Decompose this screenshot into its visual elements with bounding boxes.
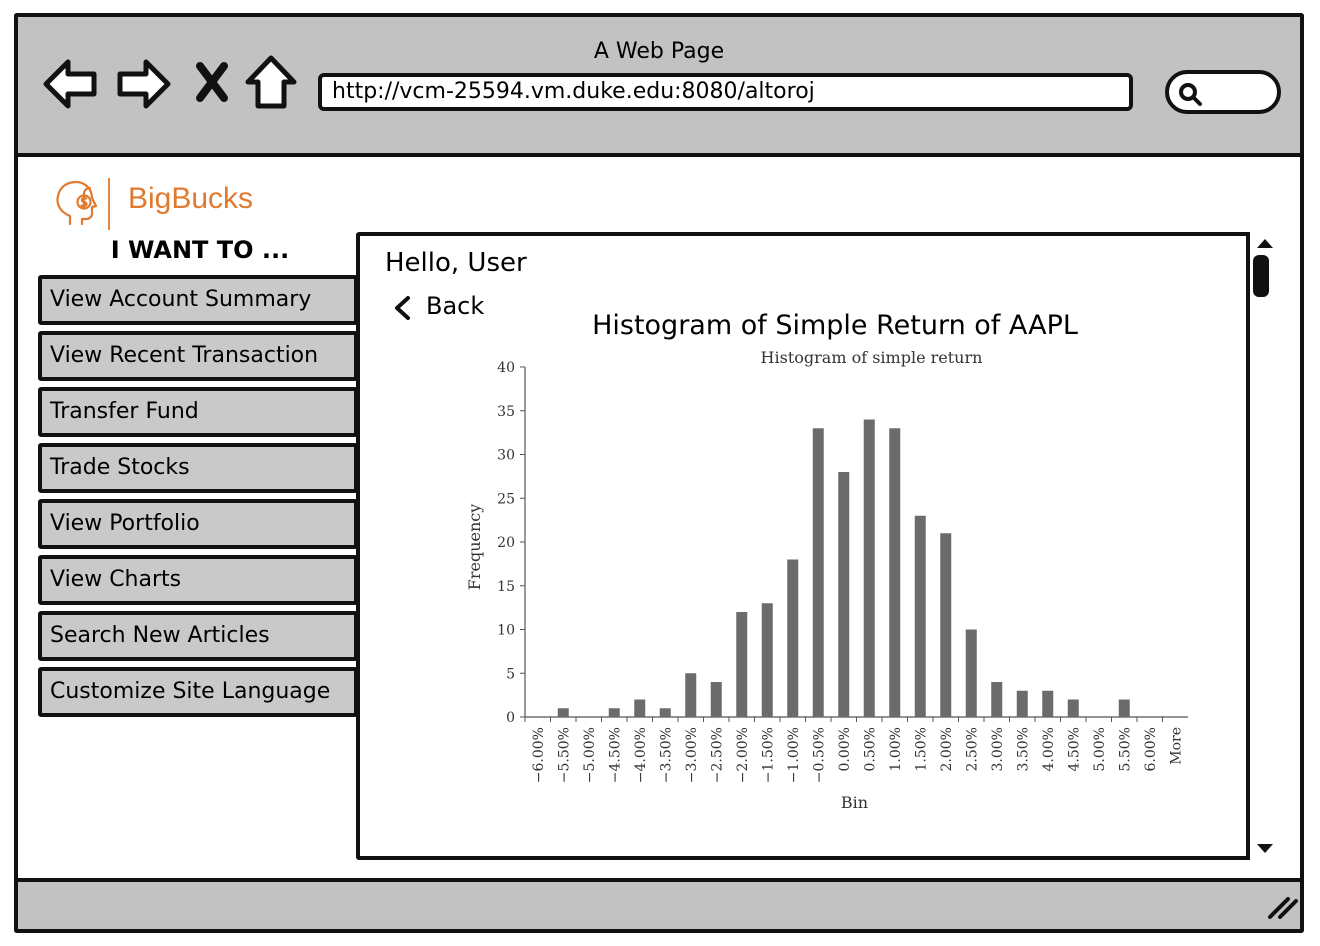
vertical-scrollbar[interactable] [1246, 232, 1280, 860]
histogram-bar [812, 428, 824, 717]
sidebar-item-view-account-summary[interactable]: View Account Summary [38, 275, 358, 325]
x-tick-label: −0.50% [811, 727, 827, 783]
histogram-bar [659, 708, 671, 717]
y-tick-label: 0 [506, 710, 515, 726]
y-tick-label: 20 [497, 535, 515, 551]
y-tick-label: 15 [497, 579, 515, 595]
x-tick-label: −1.50% [760, 727, 776, 783]
x-tick-label: 4.00% [1041, 727, 1057, 771]
x-tick-label: −3.00% [684, 727, 700, 783]
sidebar-item-view-charts[interactable]: View Charts [38, 555, 358, 605]
x-tick-label: 0.00% [837, 727, 853, 771]
x-tick-label: 1.00% [888, 727, 904, 771]
histogram-bar [1042, 690, 1054, 717]
histogram-bar [787, 559, 799, 717]
brand-name: BigBucks [128, 182, 254, 215]
bigbucks-logo [56, 178, 110, 230]
y-axis-label: Frequency [465, 504, 484, 591]
chart-title: Histogram of simple return [761, 348, 983, 367]
head-money-icon [56, 180, 98, 226]
histogram-bar [710, 682, 722, 717]
x-tick-label: −2.50% [709, 727, 725, 783]
x-tick-label: −4.00% [633, 727, 649, 783]
x-tick-label: −5.50% [556, 727, 572, 783]
sidebar-item-transfer-fund[interactable]: Transfer Fund [38, 387, 358, 437]
resize-grip-icon[interactable] [1266, 895, 1300, 921]
x-tick-label: More [1168, 727, 1184, 765]
histogram-bar [889, 428, 901, 717]
x-tick-label: −2.00% [735, 727, 751, 783]
sidebar-item-view-portfolio[interactable]: View Portfolio [38, 499, 358, 549]
y-tick-label: 10 [497, 623, 515, 639]
scrollbar-thumb[interactable] [1253, 255, 1269, 297]
histogram-bar [685, 673, 697, 717]
histogram-bar [838, 472, 850, 717]
chevron-left-icon[interactable] [392, 294, 414, 322]
histogram-bar [991, 682, 1003, 717]
histogram-bar [965, 629, 977, 717]
x-tick-label: 0.50% [862, 727, 878, 771]
scroll-up-icon[interactable] [1250, 232, 1280, 256]
histogram-chart: Histogram of simple return 0 5 10 15 20 25 30 35… [465, 348, 1188, 812]
histogram-bar [1118, 699, 1130, 717]
x-tick-label: 1.50% [913, 727, 929, 771]
greeting: Hello, User [385, 248, 527, 278]
search-icon[interactable] [1175, 79, 1205, 109]
histogram-bar [863, 419, 875, 717]
x-tick-label: −5.00% [582, 727, 598, 783]
x-tick-label: −4.50% [607, 727, 623, 783]
x-tick-label: 3.50% [1015, 727, 1031, 771]
x-tick-label: −3.50% [658, 727, 674, 783]
y-tick-label: 40 [497, 360, 515, 376]
histogram-bar [634, 699, 646, 717]
x-tick-label: 2.50% [964, 727, 980, 771]
x-tick-label: 3.00% [990, 727, 1006, 771]
search-box[interactable] [1165, 70, 1281, 114]
home-icon[interactable] [244, 52, 298, 112]
histogram-bar [761, 603, 773, 717]
sidebar-item-view-recent-transaction[interactable]: View Recent Transaction [38, 331, 358, 381]
y-tick-label: 35 [497, 404, 515, 420]
back-link-label[interactable]: Back [426, 292, 485, 320]
x-tick-label: 5.50% [1117, 727, 1133, 771]
x-tick-label: −1.00% [786, 727, 802, 783]
address-bar[interactable]: http://vcm-25594.vm.duke.edu:8080/altoro… [318, 73, 1133, 111]
histogram-bar [1067, 699, 1079, 717]
histogram-bar [608, 708, 620, 717]
back-arrow-icon[interactable] [40, 52, 100, 112]
x-tick-label: 5.00% [1092, 727, 1108, 771]
y-tick-label: 25 [497, 491, 515, 507]
x-tick-label: 2.00% [939, 727, 955, 771]
chart-heading: Histogram of Simple Return of AAPL [592, 310, 1078, 341]
sidebar-heading: I WANT TO ... [110, 236, 290, 264]
y-tick-label: 5 [506, 666, 515, 682]
histogram-bar [914, 515, 926, 717]
window-title: A Web Page [593, 39, 725, 64]
histogram-bar [1016, 690, 1028, 717]
x-axis-label: Bin [841, 793, 868, 812]
scroll-down-icon[interactable] [1250, 836, 1280, 860]
x-tick-label: −6.00% [531, 727, 547, 783]
y-tick-label: 30 [497, 448, 515, 464]
x-tick-label: 6.00% [1143, 727, 1159, 771]
sidebar-item-search-new-articles[interactable]: Search New Articles [38, 611, 358, 661]
x-tick-label: 4.50% [1066, 727, 1082, 771]
histogram-bar [940, 533, 952, 717]
status-bar [14, 878, 1304, 933]
sidebar-item-customize-site-language[interactable]: Customize Site Language [38, 667, 358, 717]
sidebar-item-trade-stocks[interactable]: Trade Stocks [38, 443, 358, 493]
stop-icon[interactable] [192, 52, 232, 112]
forward-arrow-icon[interactable] [112, 52, 174, 112]
histogram-bar [557, 708, 569, 717]
histogram-bar [736, 612, 748, 717]
